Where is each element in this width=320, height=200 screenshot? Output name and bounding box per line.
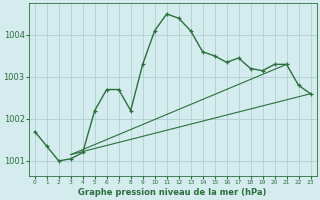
X-axis label: Graphe pression niveau de la mer (hPa): Graphe pression niveau de la mer (hPa) [78,188,267,197]
